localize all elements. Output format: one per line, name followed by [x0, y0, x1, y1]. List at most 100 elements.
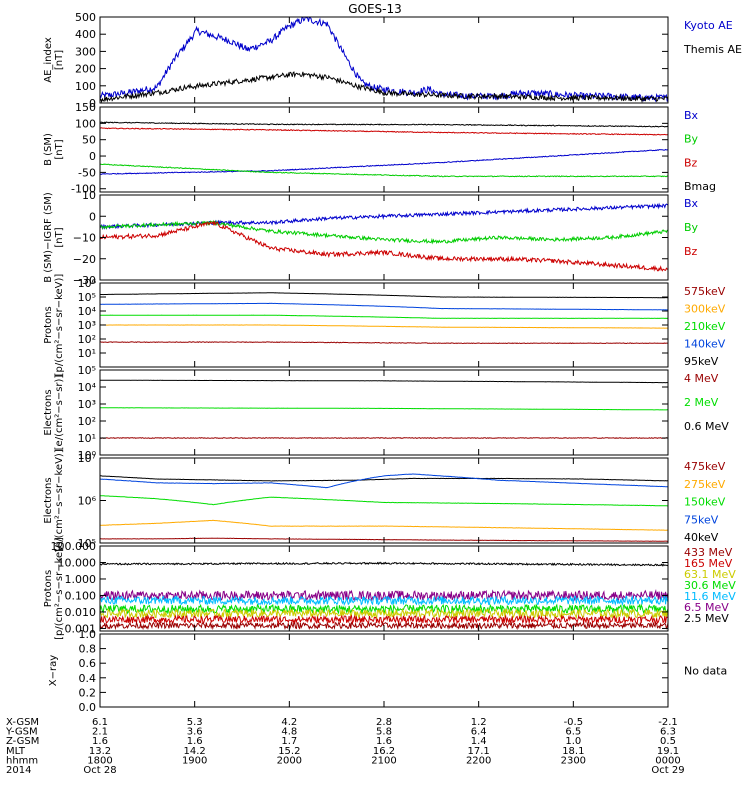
y-tick-label: 0 — [89, 210, 96, 223]
legend-95kev: 95keV — [684, 355, 719, 368]
legend-bx: Bx — [684, 109, 699, 122]
axis-row-value: 0000 — [655, 755, 680, 766]
panel-frame — [99, 369, 669, 456]
y-tick-label: -50 — [78, 166, 96, 179]
panel-7: 0.001 0.010 0.100 1.000 10.000 100.000 Protons… — [43, 537, 736, 640]
axis-row-label: MLT — [6, 746, 26, 757]
y-tick-label: 10⁷ — [78, 452, 96, 465]
y-axis-label: [e/(cm²−s−sr)] — [54, 375, 65, 451]
axis-row-value: 1800 — [87, 755, 112, 766]
panel-2: -100 -50 0 50 100 150 B (SM) [nT] Bx By Bz Bmag — [43, 101, 716, 196]
y-tick-label: −10 — [73, 232, 96, 245]
y-tick-label: 10⁶ — [78, 495, 97, 508]
legend-75kev: 75keV — [684, 513, 719, 526]
legend-275kev: 275keV — [684, 478, 726, 491]
axis-row-value: 6.4 — [471, 727, 487, 738]
y-axis-label: X−ray — [48, 655, 59, 686]
legend-bz: Bz — [684, 156, 698, 169]
axis-row-value: 1.4 — [471, 736, 487, 747]
axis-row-value: 2000 — [277, 755, 302, 766]
panel-8: 0.0 0.20.4 0.60.8 1.0 X−ray No data — [48, 628, 727, 714]
y-tick-label: 10¹ — [78, 432, 96, 445]
y-tick-label: 0.4 — [79, 672, 97, 685]
series-11-6-mev-line — [99, 594, 669, 607]
series-bx-line — [99, 148, 669, 175]
axis-row-value: 18.1 — [562, 746, 584, 757]
y-tick-label: 0.010 — [65, 606, 97, 619]
y-tick-label: 0.001 — [65, 622, 97, 635]
y-tick-label: 10² — [78, 415, 96, 428]
series-95kev-line — [100, 292, 668, 299]
y-tick-label: 0 — [89, 150, 96, 163]
series-275kev-line — [100, 519, 668, 531]
series-kyoto-ae-line — [99, 16, 669, 103]
series-210kev-line — [100, 314, 669, 319]
y-tick-label: 10¹ — [78, 347, 96, 360]
legend-by: By — [684, 133, 699, 146]
legend-140kev: 140keV — [684, 338, 726, 351]
panel-frame — [99, 457, 669, 544]
axis-row-value: 2.8 — [376, 717, 392, 728]
series-themis-ae-line — [99, 71, 669, 104]
series-140kev-line — [100, 302, 668, 311]
legend-by: By — [684, 221, 699, 234]
y-tick-label: 150 — [75, 101, 96, 114]
y-tick-label: 10⁰ — [78, 449, 97, 462]
legend-63-1-mev: 63.1 MeV — [684, 568, 736, 581]
legend-300kev: 300keV — [684, 303, 726, 316]
axis-row-value: 1.6 — [376, 736, 392, 747]
figure-title: GOES-13 — [348, 2, 402, 16]
axis-row-value: 6.1 — [92, 717, 108, 728]
legend-575kev: 575keV — [684, 285, 726, 298]
legend-165-mev: 165 MeV — [684, 557, 733, 570]
y-tick-label: 10.000 — [58, 556, 97, 569]
legend-6-5-mev: 6.5 MeV — [684, 601, 729, 614]
series-30-6-mev-line — [99, 603, 669, 615]
axis-row-label: Y-GSM — [5, 727, 38, 738]
y-tick-label: 100.000 — [51, 540, 97, 553]
series-bz-line — [99, 220, 669, 272]
legend-11-6-mev: 11.6 MeV — [684, 590, 736, 603]
legend-bx: Bx — [684, 197, 699, 210]
panel-3: −30 −20 −10 0 10 B (SM)−IGRF (SM) [nT] Bx By Bz — [43, 189, 699, 287]
legend-210kev: 210keV — [684, 320, 726, 333]
y-axis-label: Electrons — [43, 477, 54, 523]
legend-kyoto-ae: Kyoto AE — [684, 19, 733, 32]
y-tick-label: 10² — [78, 333, 96, 346]
axis-row-value: 17.1 — [468, 746, 490, 757]
y-tick-label: 100 — [75, 117, 96, 130]
y-tick-label: 10³ — [78, 319, 96, 332]
axis-row-value: 2300 — [561, 755, 586, 766]
axis-row-value: 6.5 — [565, 727, 581, 738]
y-axis-label: [p/(cm²−s−sr−keV)] — [54, 274, 65, 377]
axis-row-value: 14.2 — [184, 746, 206, 757]
series-bx-line — [99, 202, 669, 231]
y-axis-label: B (SM)−IGRF (SM) — [43, 192, 54, 283]
y-axis-label: [p/(cm²−s−sr−keV)] — [54, 537, 65, 640]
axis-row-value: 19.1 — [657, 746, 679, 757]
y-tick-label: 10⁴ — [78, 381, 97, 394]
panel-1: 0 100 200 300 400 500 AE_index [nT] Kyoto AE Them… — [43, 11, 742, 110]
y-axis-label: Electrons — [43, 389, 54, 435]
y-tick-label: −20 — [73, 253, 96, 266]
y-tick-label: 1.000 — [65, 573, 97, 586]
axis-row-label: X-GSM — [6, 717, 39, 728]
series-6-5-mev-line — [99, 589, 669, 602]
y-tick-label: 10 — [82, 189, 96, 202]
y-tick-label: 0 — [89, 97, 96, 110]
series-0-6-mev-line — [100, 379, 668, 384]
axis-row-value: 4.8 — [281, 727, 297, 738]
axis-row-value: 16.2 — [373, 746, 395, 757]
axis-row-value: 1.7 — [281, 736, 297, 747]
axis-end-date: Oct 29 — [651, 765, 684, 776]
series-300kev-line — [99, 324, 668, 329]
series-575kev-line — [100, 341, 669, 345]
panel-frame — [99, 106, 669, 193]
y-tick-label: 500 — [75, 11, 96, 24]
panel-6: 10⁵ 10⁶ 10⁷ Electrons [e/(cm²−s−sr−keV)] 475k… — [43, 449, 726, 552]
axis-row-value: 5.8 — [376, 727, 392, 738]
legend-475kev: 475keV — [684, 460, 726, 473]
axis-row-value: 13.2 — [89, 746, 111, 757]
